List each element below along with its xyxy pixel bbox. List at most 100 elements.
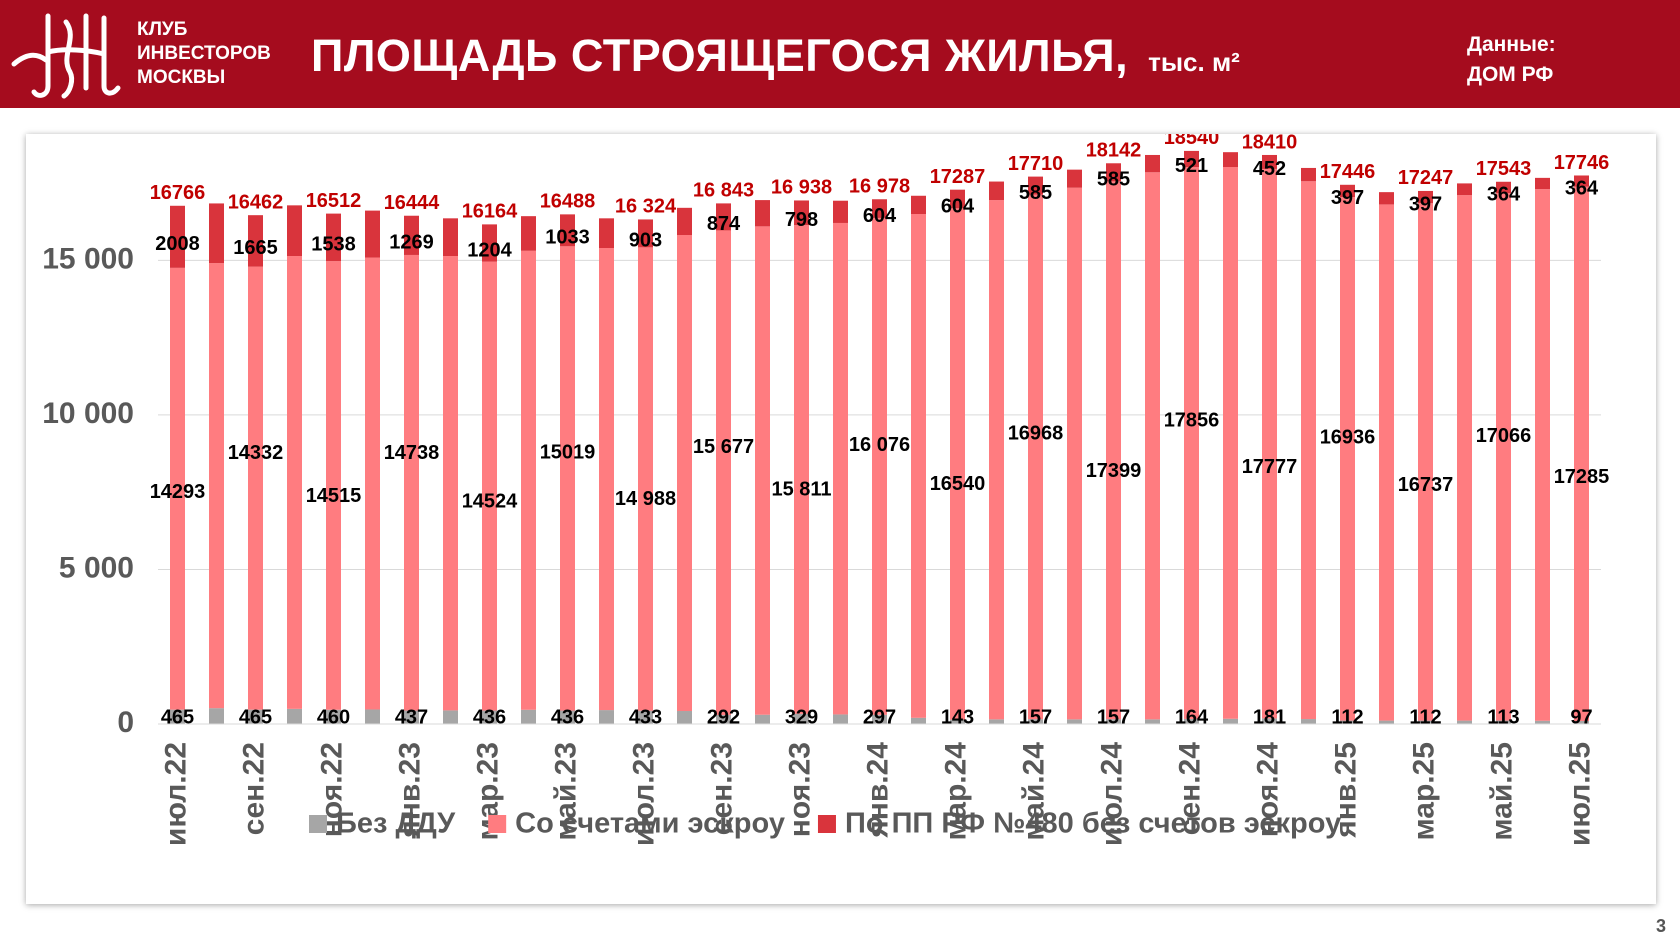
bar-segment-escrow <box>404 254 419 711</box>
bar-segment-pp480 <box>872 199 887 218</box>
x-tick-label: июл.24 <box>1095 742 1128 846</box>
bar-segment-pp480 <box>1028 176 1043 195</box>
data-label-pp480: 798 <box>785 209 818 231</box>
data-label-bez-ddu: 465 <box>239 706 272 728</box>
data-label-bez-ddu: 297 <box>863 706 896 728</box>
data-label-bez-ddu: 112 <box>1331 706 1363 728</box>
bar-segment-escrow <box>170 267 185 710</box>
data-label-total: 16 324 <box>615 196 677 218</box>
bar-segment-escrow <box>911 214 926 718</box>
bar-segment-escrow <box>482 261 497 711</box>
bar-segment-bez-ddu <box>1028 719 1043 724</box>
data-label-bez-ddu: 112 <box>1409 706 1441 728</box>
bar-segment-pp480 <box>599 218 614 248</box>
data-label-total: 16444 <box>384 192 440 214</box>
bar-segment-pp480 <box>1379 192 1394 205</box>
data-label-total: 17287 <box>930 166 986 188</box>
data-label-total: 18540 <box>1164 134 1220 149</box>
bar-segment-bez-ddu <box>404 710 419 724</box>
data-label-bez-ddu: 460 <box>317 706 350 728</box>
bar-segment-bez-ddu <box>1340 720 1355 724</box>
bar-segment-pp480 <box>326 213 341 262</box>
bar-segment-bez-ddu <box>1223 718 1238 724</box>
data-label-total: 17446 <box>1320 161 1376 183</box>
bar-segment-pp480 <box>638 219 653 248</box>
page-title: ПЛОЩАДЬ СТРОЯЩЕГОСЯ ЖИЛЬЯ, тыс. м² <box>311 30 1240 88</box>
data-label-pp480: 397 <box>1409 193 1442 215</box>
legend-swatch-escrow <box>488 815 507 833</box>
data-label-bez-ddu: 436 <box>473 706 506 728</box>
data-label-pp480: 452 <box>1253 158 1286 180</box>
bar-segment-bez-ddu <box>716 714 731 724</box>
bar-segment-bez-ddu <box>833 714 848 724</box>
logo-line-1: КЛУБ <box>137 19 188 40</box>
data-label-pp480: 364 <box>1565 177 1599 199</box>
data-label-pp480: 1204 <box>467 239 512 261</box>
data-label-escrow: 15019 <box>540 441 596 463</box>
bar-segment-pp480 <box>1145 154 1160 173</box>
bar-segment-escrow <box>1535 189 1550 721</box>
bar-segment-escrow <box>1379 204 1394 721</box>
bar-segment-pp480 <box>1535 177 1550 190</box>
data-label-escrow: 16 076 <box>849 434 910 456</box>
data-label-bez-ddu: 436 <box>551 706 584 728</box>
bar-segment-escrow <box>1301 181 1316 720</box>
bar-segment-bez-ddu <box>794 713 809 724</box>
y-tick-label: 15 000 <box>42 242 134 275</box>
data-label-pp480: 1665 <box>233 237 278 259</box>
data-label-escrow: 14738 <box>384 442 440 464</box>
bar-segment-bez-ddu <box>1145 719 1160 724</box>
bar-segment-pp480 <box>755 200 770 227</box>
x-tick-label: сен.22 <box>237 742 270 835</box>
logo-text: КЛУБ ИНВЕСТОРОВ МОСКВЫ <box>137 18 271 90</box>
data-label-total: 18142 <box>1086 140 1142 162</box>
data-label-pp480: 903 <box>629 230 662 252</box>
bar-segment-bez-ddu <box>521 709 536 724</box>
data-label-bez-ddu: 292 <box>707 706 740 728</box>
bar-segment-bez-ddu <box>638 710 653 724</box>
bar-segment-pp480 <box>1262 154 1277 169</box>
data-label-bez-ddu: 433 <box>629 706 662 728</box>
bar-segment-pp480 <box>911 195 926 214</box>
x-tick-label: мар.24 <box>939 742 972 841</box>
data-label-total: 16512 <box>306 190 362 212</box>
y-tick-label: 5 000 <box>59 551 134 584</box>
x-tick-label: июл.25 <box>1563 742 1596 846</box>
data-label-escrow: 14515 <box>306 485 362 507</box>
bar-segment-escrow <box>794 225 809 714</box>
bar-segment-pp480 <box>716 203 731 231</box>
data-label-bez-ddu: 113 <box>1487 706 1519 728</box>
bar-segment-escrow <box>1223 167 1238 719</box>
bar-segment-escrow <box>1262 168 1277 719</box>
data-label-pp480: 1538 <box>311 234 356 256</box>
bar-segment-escrow <box>1145 172 1160 720</box>
bar-segment-escrow <box>599 248 614 711</box>
data-label-escrow: 16540 <box>930 473 986 495</box>
data-label-pp480: 585 <box>1019 182 1052 204</box>
bar-segment-bez-ddu <box>560 710 575 724</box>
legend-swatch-pp480 <box>817 815 836 833</box>
x-tick-label: май.25 <box>1485 742 1518 841</box>
bar-segment-escrow <box>1106 181 1121 720</box>
y-tick-label: 10 000 <box>42 397 134 430</box>
bar-segment-pp480 <box>1457 183 1472 196</box>
bar-segment-bez-ddu <box>872 714 887 724</box>
data-label-pp480: 521 <box>1175 155 1208 177</box>
bar-segment-escrow <box>1067 187 1082 720</box>
bar-segment-bez-ddu <box>248 709 263 724</box>
header-bar: КЛУБ ИНВЕСТОРОВ МОСКВЫ ПЛОЩАДЬ СТРОЯЩЕГО… <box>0 0 1680 108</box>
bar-segment-bez-ddu <box>1262 718 1277 724</box>
data-label-total: 17746 <box>1554 152 1610 174</box>
x-tick-label: июл.22 <box>159 742 192 846</box>
bar-segment-pp480 <box>794 200 809 226</box>
source-label: Данные: <box>1467 33 1556 56</box>
bar-segment-pp480 <box>404 215 419 255</box>
legend-swatch-bez-ddu <box>309 815 327 833</box>
bar-segment-pp480 <box>677 207 692 236</box>
bar-segment-escrow <box>443 256 458 711</box>
bar-segment-escrow <box>1418 203 1433 721</box>
data-label-bez-ddu: 143 <box>941 706 974 728</box>
logo-line-2: ИНВЕСТОРОВ <box>137 43 271 64</box>
bar-segment-escrow <box>716 230 731 715</box>
bar-segment-pp480 <box>1496 181 1511 194</box>
